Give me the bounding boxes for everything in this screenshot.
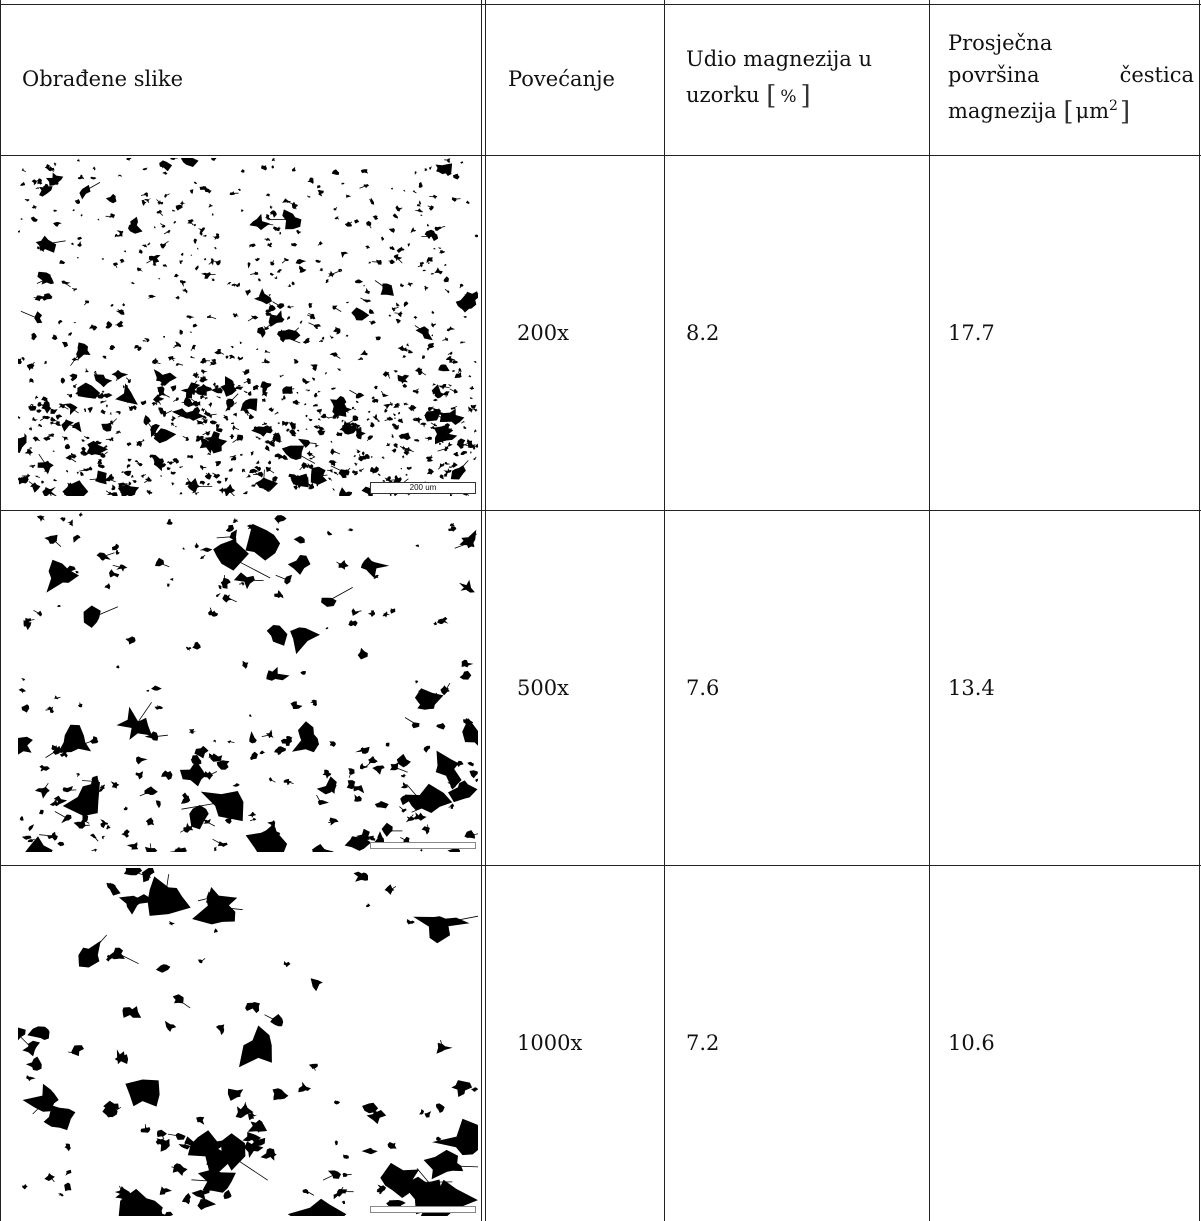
table-left-border — [0, 0, 1, 1221]
row3-area: 10.6 — [948, 1030, 995, 1055]
scale-bar — [370, 1206, 476, 1213]
scale-bar — [370, 842, 476, 849]
binary-micrograph-1000x — [18, 868, 478, 1216]
row2-area: 13.4 — [948, 675, 995, 700]
row1-fraction: 8.2 — [686, 320, 720, 345]
row2-fraction: 7.6 — [686, 675, 720, 700]
micrograph-500x-canvas — [18, 512, 478, 852]
row3-magnification: 1000x — [517, 1030, 583, 1055]
row1-border — [0, 510, 1201, 511]
table-top-border — [0, 4, 1201, 5]
image-col-border-b — [485, 0, 486, 1221]
magnification-col-border — [664, 0, 665, 1221]
header-image: Obrađene slike — [22, 67, 184, 92]
row1-area: 17.7 — [948, 320, 995, 345]
header-magnification: Povećanje — [508, 67, 615, 92]
binary-micrograph-500x — [18, 512, 478, 852]
header-row-border — [0, 155, 1201, 156]
row3-fraction: 7.2 — [686, 1030, 720, 1055]
header-area: Prosječna površina čestica magnezija [μm… — [948, 30, 1194, 127]
scale-bar: 200 um — [370, 482, 476, 494]
micrograph-1000x-canvas — [18, 868, 478, 1216]
row1-magnification: 200x — [517, 320, 569, 345]
table-right-border — [1199, 0, 1200, 1221]
micrograph-200x-canvas — [18, 158, 478, 496]
scale-bar-label: 200 um — [409, 483, 437, 492]
row2-magnification: 500x — [517, 675, 569, 700]
row2-border — [0, 865, 1201, 866]
binary-micrograph-200x: 200 um — [18, 158, 478, 496]
fraction-col-border — [929, 0, 930, 1221]
header-fraction: Udio magnezija u uzorku [%] — [686, 47, 873, 111]
image-col-border-a — [481, 0, 482, 1221]
